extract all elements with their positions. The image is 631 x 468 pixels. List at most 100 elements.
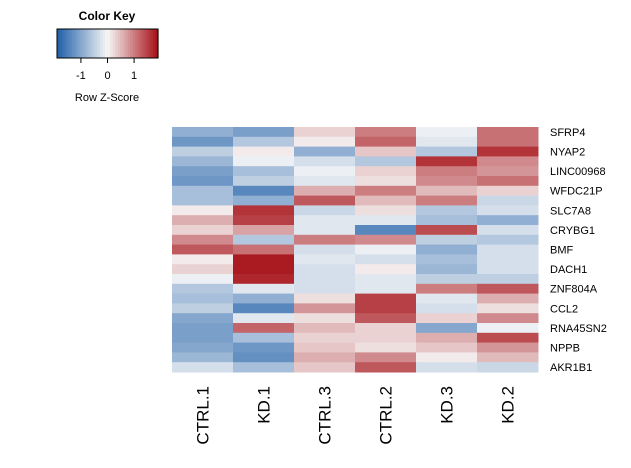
color-key-xlabel: Row Z-Score (75, 92, 139, 104)
heatmap-cell (416, 323, 478, 334)
heatmap-cell (233, 283, 295, 295)
color-key-swatch (150, 29, 154, 58)
heatmap-cell (477, 185, 539, 197)
color-key-tick-label: 1 (131, 70, 137, 82)
heatmap-cell (477, 323, 539, 334)
color-key-swatch (112, 29, 116, 58)
heatmap-cell (172, 303, 234, 314)
heatmap-cell (355, 225, 417, 236)
color-key-swatch (99, 29, 104, 58)
heatmap-cell (172, 362, 234, 373)
heatmap-cell (416, 136, 478, 148)
column-label: KD.1 (255, 386, 274, 424)
heatmap-cell (294, 176, 356, 187)
heatmap-cell (355, 352, 417, 363)
heatmap-cell (172, 254, 234, 265)
heatmap-cell (416, 313, 478, 324)
heatmap-cell (172, 195, 234, 206)
heatmap-cell (355, 176, 417, 187)
heatmap-cell (233, 352, 295, 363)
heatmap-cell (477, 264, 539, 275)
heatmap-cell (233, 225, 295, 236)
heatmap-cell (294, 313, 356, 324)
heatmap-cell (355, 205, 417, 216)
heatmap-cell (477, 215, 539, 226)
heatmap-cell (355, 332, 417, 344)
color-key-swatch (147, 29, 152, 58)
heatmap-cell (172, 244, 234, 255)
row-label: WFDC21P (550, 186, 603, 198)
heatmap-cell (355, 156, 417, 167)
heatmap-cell (477, 362, 539, 373)
color-key-swatch (72, 29, 76, 58)
heatmap-cell (233, 313, 295, 324)
color-key-title: Color Key (79, 9, 136, 23)
heatmap-cell (416, 264, 478, 275)
heatmap-cell (294, 244, 356, 255)
heatmap-cell (294, 185, 356, 197)
heatmap-cell (477, 332, 539, 344)
heatmap-cell (355, 127, 417, 138)
column-labels: CTRL.1 KD.1 CTRL.3 CTRL.2 KD.3 KD.2 (194, 386, 518, 445)
heatmap-cell (477, 313, 539, 324)
heatmap-cell (233, 176, 295, 187)
heatmap-cell (477, 136, 539, 148)
color-key-tick-label: -1 (76, 70, 86, 82)
row-label: SLC7A8 (550, 205, 591, 217)
color-key-swatch (142, 29, 146, 58)
heatmap-cell (172, 274, 234, 285)
heatmap-cell (233, 185, 295, 197)
heatmap-cell (294, 293, 356, 304)
row-label: CRYBG1 (550, 225, 595, 237)
heatmap-cell (416, 244, 478, 255)
heatmap-cell (416, 274, 478, 285)
heatmap-cell (172, 176, 234, 187)
heatmap-cell (294, 303, 356, 314)
heatmap-cell (294, 323, 356, 334)
heatmap-cell (294, 352, 356, 363)
heatmap-cell (294, 205, 356, 216)
color-key-swatch (130, 29, 134, 58)
heatmap-cell (477, 342, 539, 353)
heatmap-cell (294, 283, 356, 295)
heatmap-cell (416, 205, 478, 216)
heatmap-cell (355, 362, 417, 373)
heatmap-cell (294, 225, 356, 236)
heatmap-cell (233, 332, 295, 344)
heatmap-cell (233, 293, 295, 304)
row-label: DACH1 (550, 264, 587, 276)
heatmap-cell (477, 205, 539, 216)
color-key-ticks: -1 0 1 (76, 58, 137, 82)
column-label: CTRL.1 (194, 386, 213, 445)
heatmap-cell (294, 342, 356, 353)
heatmap-cell (477, 283, 539, 295)
heatmap-cell (416, 215, 478, 226)
heatmap-cell (477, 225, 539, 236)
row-label: BMF (550, 245, 574, 257)
heatmap-cell (294, 254, 356, 265)
heatmap-cell (233, 274, 295, 285)
heatmap-cell (355, 293, 417, 304)
heatmap-cell (294, 264, 356, 275)
heatmap-cell (416, 166, 478, 177)
heatmap-cell (172, 283, 234, 295)
heatmap-cell (294, 332, 356, 344)
row-label: AKR1B1 (550, 362, 592, 374)
heatmap-cell (294, 362, 356, 373)
heatmap-cell (172, 136, 234, 148)
color-key-swatch (140, 29, 144, 58)
heatmap-cell (233, 215, 295, 226)
heatmap-cell (294, 274, 356, 285)
row-labels: SFRP4 NYAP2 LINC00968 WFDC21P SLC7A8 CRYBG1 BM… (550, 127, 607, 374)
color-key-swatch (155, 29, 159, 58)
color-key-swatch (82, 29, 86, 58)
heatmap-cell (233, 127, 295, 138)
heatmap-cell (233, 136, 295, 148)
heatmap-cell (416, 352, 478, 363)
row-label: RNA45SN2 (550, 323, 607, 335)
heatmap-cell (233, 205, 295, 216)
heatmap-cell (172, 156, 234, 167)
heatmap-cell (172, 185, 234, 197)
heatmap-cell (294, 234, 356, 246)
row-label: NPPB (550, 343, 580, 355)
